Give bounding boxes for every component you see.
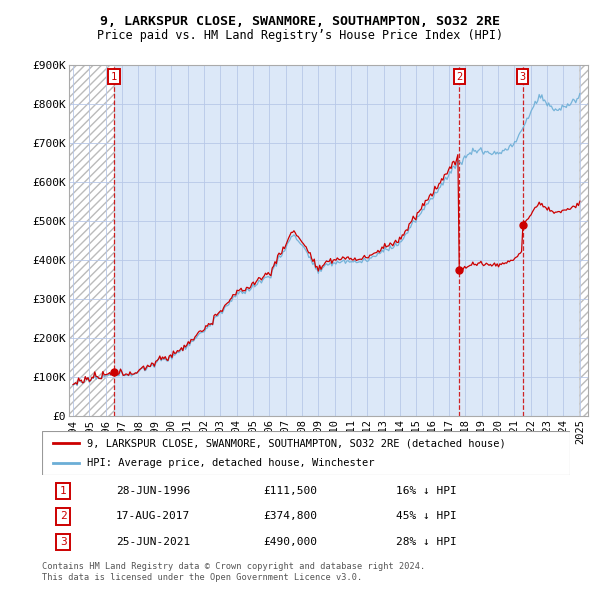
Text: 16% ↓ HPI: 16% ↓ HPI — [396, 486, 457, 496]
Text: 28-JUN-1996: 28-JUN-1996 — [116, 486, 190, 496]
Text: HPI: Average price, detached house, Winchester: HPI: Average price, detached house, Winc… — [87, 458, 374, 467]
Text: Price paid vs. HM Land Registry’s House Price Index (HPI): Price paid vs. HM Land Registry’s House … — [97, 30, 503, 42]
Text: 9, LARKSPUR CLOSE, SWANMORE, SOUTHAMPTON, SO32 2RE: 9, LARKSPUR CLOSE, SWANMORE, SOUTHAMPTON… — [100, 15, 500, 28]
Text: 2: 2 — [60, 512, 67, 522]
Text: 1: 1 — [60, 486, 67, 496]
Text: 45% ↓ HPI: 45% ↓ HPI — [396, 512, 457, 522]
Text: 1: 1 — [111, 71, 117, 81]
Text: This data is licensed under the Open Government Licence v3.0.: This data is licensed under the Open Gov… — [42, 573, 362, 582]
Text: 17-AUG-2017: 17-AUG-2017 — [116, 512, 190, 522]
Text: 3: 3 — [520, 71, 526, 81]
Text: £374,800: £374,800 — [264, 512, 318, 522]
Text: 9, LARKSPUR CLOSE, SWANMORE, SOUTHAMPTON, SO32 2RE (detached house): 9, LARKSPUR CLOSE, SWANMORE, SOUTHAMPTON… — [87, 438, 506, 448]
Text: £490,000: £490,000 — [264, 537, 318, 547]
Text: Contains HM Land Registry data © Crown copyright and database right 2024.: Contains HM Land Registry data © Crown c… — [42, 562, 425, 571]
Text: 2: 2 — [456, 71, 463, 81]
Text: £111,500: £111,500 — [264, 486, 318, 496]
Text: 25-JUN-2021: 25-JUN-2021 — [116, 537, 190, 547]
Text: 3: 3 — [60, 537, 67, 547]
Text: 28% ↓ HPI: 28% ↓ HPI — [396, 537, 457, 547]
